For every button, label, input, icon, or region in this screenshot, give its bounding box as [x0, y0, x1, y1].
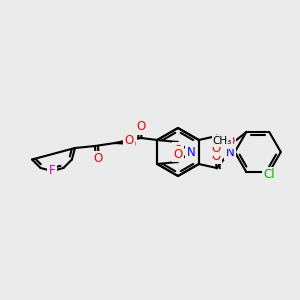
Text: N: N [225, 146, 234, 158]
Text: O: O [212, 149, 221, 163]
Text: O: O [226, 135, 235, 148]
Text: O: O [124, 134, 134, 146]
Text: Cl: Cl [263, 168, 275, 182]
Text: N: N [187, 146, 196, 158]
Text: O: O [212, 142, 221, 154]
Text: CH₃: CH₃ [213, 136, 232, 146]
Text: O: O [136, 121, 145, 134]
Text: O: O [173, 148, 182, 160]
Text: F: F [49, 164, 55, 178]
Text: O: O [173, 143, 182, 157]
Text: O: O [93, 152, 102, 166]
Text: O: O [126, 137, 136, 151]
